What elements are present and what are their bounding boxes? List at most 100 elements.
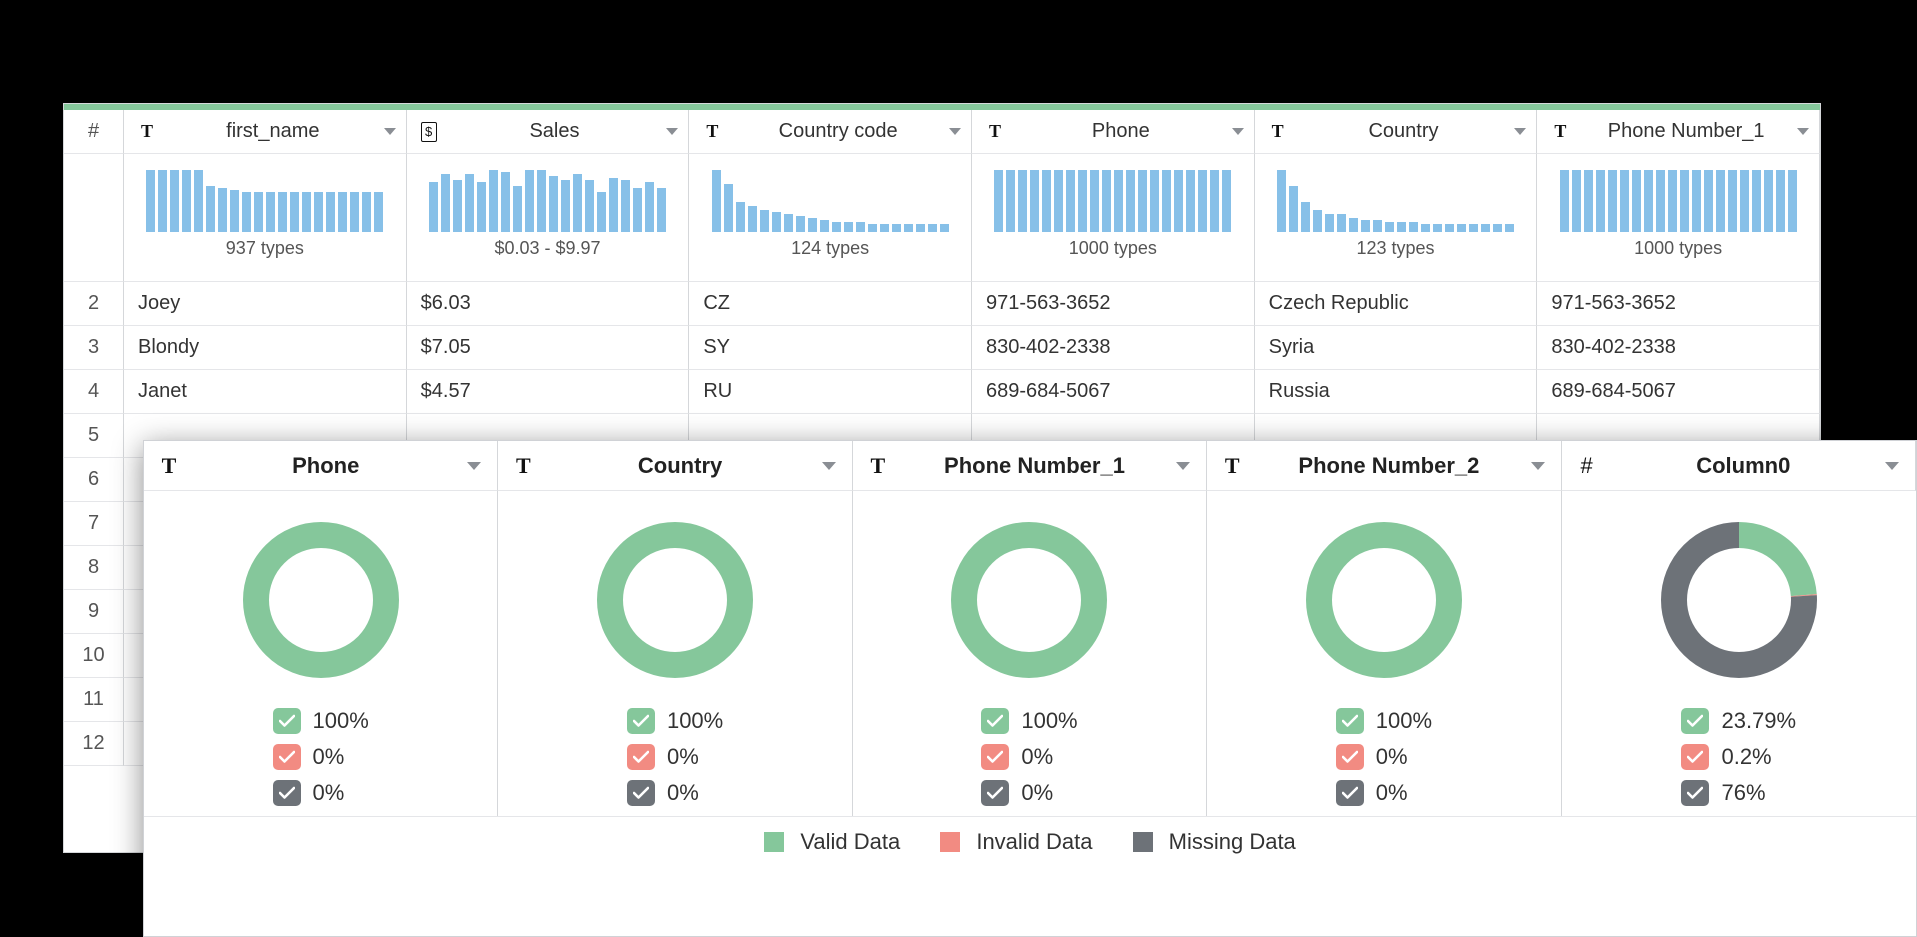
profile-column-header[interactable]: T Country <box>498 441 852 491</box>
check-icon <box>1336 708 1364 734</box>
profile-column-label: Phone <box>184 453 467 479</box>
column-header[interactable]: T Country <box>1255 110 1538 154</box>
stat-invalid: 0.2% <box>1681 744 1796 770</box>
data-cell[interactable]: 830-402-2338 <box>972 326 1255 370</box>
profile-column-header[interactable]: T Phone Number_1 <box>853 441 1207 491</box>
stat-valid-value: 100% <box>1376 708 1432 734</box>
profile-donut-cell: 100% 0% 0% <box>144 491 498 816</box>
rownum-cell: 4 <box>64 370 124 414</box>
rownum-value: 12 <box>82 732 104 755</box>
chevron-down-icon[interactable] <box>1176 462 1190 470</box>
number-type-icon: # <box>1578 457 1596 475</box>
profile-column-header[interactable]: T Phone <box>144 441 498 491</box>
rownum-value: 8 <box>88 556 99 579</box>
stat-valid: 23.79% <box>1681 708 1796 734</box>
stat-missing-value: 0% <box>313 780 345 806</box>
data-cell[interactable]: Janet <box>124 370 407 414</box>
column-histogram <box>994 154 1231 232</box>
chevron-down-icon[interactable] <box>1232 128 1244 135</box>
column-histogram <box>1560 154 1797 232</box>
rownum-header-label: # <box>88 120 99 143</box>
chevron-down-icon[interactable] <box>384 128 396 135</box>
data-cell[interactable]: 689-684-5067 <box>972 370 1255 414</box>
legend-item-valid: Valid Data <box>764 829 900 855</box>
data-cell[interactable]: 689-684-5067 <box>1537 370 1820 414</box>
text-type-icon: T <box>1223 457 1241 475</box>
data-cell[interactable]: Syria <box>1255 326 1538 370</box>
chevron-down-icon[interactable] <box>1797 128 1809 135</box>
chevron-down-icon[interactable] <box>1885 462 1899 470</box>
check-icon <box>1336 744 1364 770</box>
profile-donut-cell: 100% 0% 0% <box>853 491 1207 816</box>
stat-missing-value: 0% <box>1021 780 1053 806</box>
data-cell[interactable]: Blondy <box>124 326 407 370</box>
column-histogram-summary: 1000 types <box>972 232 1254 269</box>
profile-column-header[interactable]: # Column0 <box>1562 441 1916 491</box>
column-histogram-summary: 937 types <box>124 232 406 269</box>
data-cell[interactable]: SY <box>689 326 972 370</box>
profile-donut-cell: 100% 0% 0% <box>1207 491 1561 816</box>
data-cell[interactable]: $7.05 <box>407 326 690 370</box>
legend-item-missing: Missing Data <box>1133 829 1296 855</box>
check-icon <box>627 780 655 806</box>
stat-invalid: 0% <box>981 744 1077 770</box>
column-header[interactable]: T Phone <box>972 110 1255 154</box>
stat-invalid-value: 0.2% <box>1721 744 1771 770</box>
chevron-down-icon[interactable] <box>1531 462 1545 470</box>
data-cell[interactable]: CZ <box>689 282 972 326</box>
check-icon <box>273 708 301 734</box>
data-cell-value: Czech Republic <box>1269 292 1409 315</box>
data-cell-value: 689-684-5067 <box>1551 380 1676 403</box>
profile-column-header[interactable]: T Phone Number_2 <box>1207 441 1561 491</box>
data-cell[interactable]: RU <box>689 370 972 414</box>
data-cell[interactable]: Czech Republic <box>1255 282 1538 326</box>
rownum-value: 2 <box>88 292 99 315</box>
column-header[interactable]: $ Sales <box>407 110 690 154</box>
column-histogram-cell: $0.03 - $9.97 <box>407 154 690 282</box>
data-cell[interactable]: 971-563-3652 <box>1537 282 1820 326</box>
check-icon <box>981 744 1009 770</box>
rownum-value: 5 <box>88 424 99 447</box>
rownum-cell: 10 <box>64 634 124 678</box>
column-header[interactable]: T first_name <box>124 110 407 154</box>
column-histogram-summary: 1000 types <box>1537 232 1819 269</box>
profile-column-label: Country <box>538 453 821 479</box>
stat-missing-value: 0% <box>667 780 699 806</box>
column-histogram-summary: 124 types <box>689 232 971 269</box>
chevron-down-icon[interactable] <box>1514 128 1526 135</box>
check-icon <box>1336 780 1364 806</box>
data-cell[interactable]: 971-563-3652 <box>972 282 1255 326</box>
chevron-down-icon[interactable] <box>666 128 678 135</box>
data-cell[interactable]: $4.57 <box>407 370 690 414</box>
stat-valid: 100% <box>981 708 1077 734</box>
legend-swatch-missing <box>1133 832 1153 852</box>
stat-missing: 0% <box>273 780 369 806</box>
check-icon <box>981 780 1009 806</box>
chevron-down-icon[interactable] <box>949 128 961 135</box>
profile-header-row: T Phone T Country T Phone Number_1 T Pho… <box>144 441 1916 491</box>
stat-invalid-value: 0% <box>313 744 345 770</box>
stat-valid: 100% <box>1336 708 1432 734</box>
data-cell[interactable]: Russia <box>1255 370 1538 414</box>
check-icon <box>1681 780 1709 806</box>
data-cell[interactable]: 830-402-2338 <box>1537 326 1820 370</box>
stat-missing: 76% <box>1681 780 1796 806</box>
text-type-icon: T <box>869 457 887 475</box>
data-cell-value: 830-402-2338 <box>1551 336 1676 359</box>
chevron-down-icon[interactable] <box>467 462 481 470</box>
profile-donut-cell: 23.79% 0.2% 76% <box>1562 491 1916 816</box>
text-type-icon: T <box>514 457 532 475</box>
stat-missing: 0% <box>627 780 723 806</box>
data-cell[interactable]: $6.03 <box>407 282 690 326</box>
column-header[interactable]: T Phone Number_1 <box>1537 110 1820 154</box>
profile-donut-cell: 100% 0% 0% <box>498 491 852 816</box>
data-cell[interactable]: Joey <box>124 282 407 326</box>
text-type-icon: T <box>1551 123 1569 141</box>
chevron-down-icon[interactable] <box>822 462 836 470</box>
profile-column-label: Phone Number_1 <box>893 453 1176 479</box>
quality-stats: 100% 0% 0% <box>981 708 1077 806</box>
profile-column-label: Phone Number_2 <box>1247 453 1530 479</box>
column-header[interactable]: T Country code <box>689 110 972 154</box>
text-type-icon: T <box>160 457 178 475</box>
rownum-cell: 2 <box>64 282 124 326</box>
